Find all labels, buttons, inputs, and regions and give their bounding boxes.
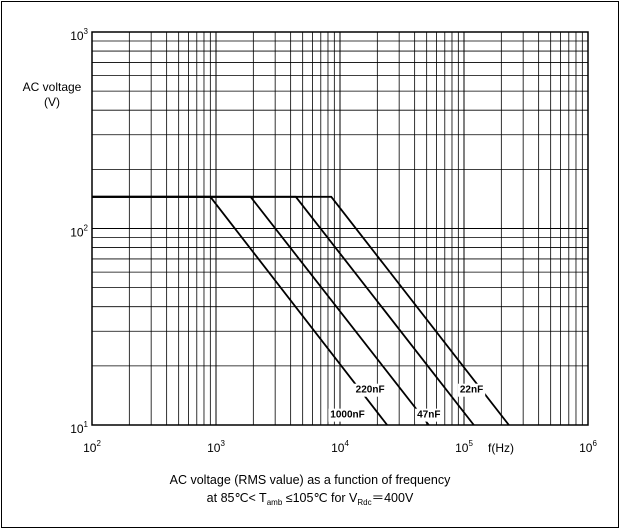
x-tick-label: 105 [455, 439, 473, 455]
caption-line2: at 85℃< Tamb ≤105℃ for VRdc＝400V [207, 491, 414, 507]
series-label-bg [328, 408, 367, 422]
x-tick-label: 103 [207, 439, 225, 455]
y-tick-label: 103 [70, 27, 88, 43]
y-axis-label-line1: AC voltage [23, 80, 82, 94]
series-line-47nF [92, 195, 475, 426]
x-tick-labels: 102 103 104 105 106 [83, 439, 597, 455]
series-labels: 1000nF 220nF 47nF 22nF [328, 383, 486, 422]
y-tick-label: 102 [70, 224, 88, 240]
series-label-22nF: 22nF [460, 385, 483, 396]
series-line-1000nF [92, 195, 388, 426]
x-tick-label: 106 [579, 439, 597, 455]
series-label-220nF: 220nF [356, 385, 385, 396]
caption-line1: AC voltage (RMS value) as a function of … [170, 473, 451, 487]
series-label-bg [353, 383, 387, 397]
series-lines [92, 195, 510, 426]
grid [91, 32, 588, 426]
series-label-47nF: 47nF [417, 410, 440, 421]
x-tick-label: 102 [83, 439, 101, 455]
x-axis-label: f(Hz) [488, 441, 514, 455]
series-label-bg [415, 408, 443, 422]
series-label-bg [457, 383, 486, 397]
y-axis-label-line2: (V) [44, 95, 60, 109]
y-tick-labels: 101 102 103 [70, 27, 88, 436]
series-line-22nF [92, 195, 510, 426]
plot-border [91, 31, 589, 426]
series-label-1000nF: 1000nF [330, 410, 364, 421]
y-tick-label: 101 [70, 420, 88, 436]
x-tick-label: 104 [331, 439, 349, 455]
